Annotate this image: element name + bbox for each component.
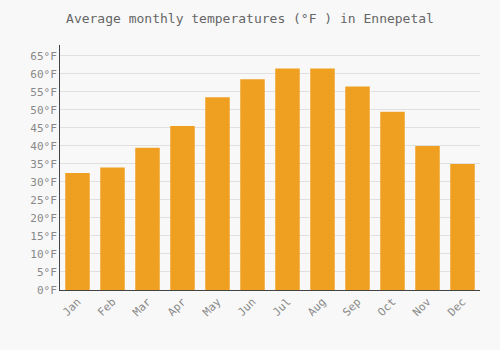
svg-text:Jun: Jun [235, 296, 258, 319]
svg-text:5°F: 5°F [37, 266, 57, 279]
svg-text:Jan: Jan [60, 296, 83, 319]
svg-text:0°F: 0°F [37, 284, 57, 297]
svg-text:Mar: Mar [130, 295, 154, 319]
svg-text:Average monthly temperatures (: Average monthly temperatures (°F ) in En… [66, 11, 434, 26]
svg-text:Jul: Jul [270, 296, 293, 319]
svg-text:Nov: Nov [410, 295, 434, 319]
svg-text:10°F: 10°F [30, 248, 57, 261]
svg-text:35°F: 35°F [30, 158, 57, 171]
svg-text:Aug: Aug [305, 296, 328, 319]
svg-text:40°F: 40°F [30, 140, 57, 153]
svg-text:Sep: Sep [340, 296, 363, 319]
svg-text:55°F: 55°F [30, 86, 57, 99]
svg-text:15°F: 15°F [30, 230, 57, 243]
svg-text:65°F: 65°F [30, 50, 57, 63]
svg-text:Feb: Feb [95, 296, 118, 319]
svg-text:60°F: 60°F [30, 68, 57, 81]
svg-text:25°F: 25°F [30, 194, 57, 207]
svg-text:May: May [200, 295, 224, 319]
svg-text:50°F: 50°F [30, 104, 57, 117]
svg-text:Apr: Apr [165, 295, 189, 319]
svg-text:20°F: 20°F [30, 212, 57, 225]
svg-text:Dec: Dec [445, 296, 468, 319]
svg-text:Oct: Oct [375, 296, 398, 319]
svg-text:45°F: 45°F [30, 122, 57, 135]
svg-text:30°F: 30°F [30, 176, 57, 189]
